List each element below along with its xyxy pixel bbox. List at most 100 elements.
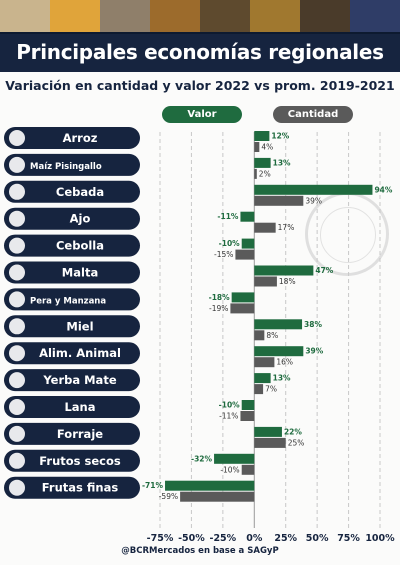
malt-icon (9, 264, 25, 281)
label-cantidad: -10% (220, 465, 239, 474)
source-credit: @BCRMercados en base a SAGyP (121, 546, 279, 556)
category-label: Malta (62, 266, 98, 280)
barley-icon (9, 183, 25, 200)
x-tick-label: 75% (337, 533, 360, 544)
bar-cantidad (230, 303, 255, 314)
label-cantidad: 8% (266, 331, 278, 340)
category-pill (4, 234, 140, 257)
bar-valor (254, 426, 282, 437)
label-cantidad: 25% (288, 438, 305, 447)
x-tick-label: -75% (147, 533, 174, 544)
honey-icon (9, 318, 25, 335)
legend-cantidad: Cantidad (273, 106, 353, 123)
bar-cantidad (254, 168, 257, 179)
category-label: Frutos secos (39, 454, 121, 468)
bar-cantidad (180, 491, 255, 502)
category-label: Forraje (57, 427, 103, 441)
label-valor: -32% (191, 454, 213, 463)
label-cantidad: -15% (214, 250, 233, 259)
header-photo-strip (0, 0, 400, 36)
bar-valor (214, 453, 255, 464)
nuts-icon (9, 452, 25, 469)
category-pill (4, 127, 140, 149)
category-label: Cebada (56, 185, 104, 199)
mate-icon (9, 372, 25, 389)
label-valor: -10% (219, 401, 241, 410)
label-valor: 12% (271, 132, 289, 141)
bar-valor (165, 480, 255, 491)
bar-cantidad (254, 222, 276, 233)
category-label: Lana (64, 400, 95, 414)
bar-valor (240, 211, 255, 222)
label-cantidad: -11% (219, 412, 238, 421)
x-tick-label: -50% (178, 533, 205, 544)
category-label: Pera y Manzana (30, 296, 106, 306)
bar-valor (254, 265, 314, 276)
category-pill (4, 396, 140, 418)
bar-cantidad (235, 249, 255, 260)
category-label: Ajo (70, 212, 91, 226)
category-pill (4, 476, 140, 499)
label-valor: -71% (142, 481, 164, 490)
category-pill (4, 315, 140, 338)
label-cantidad: -19% (209, 304, 228, 313)
label-cantidad: 17% (278, 223, 295, 232)
category-label: Frutas finas (42, 481, 119, 495)
label-cantidad: 7% (265, 385, 277, 394)
bar-valor (231, 292, 255, 303)
category-pill (4, 422, 140, 445)
x-tick-label: 0% (246, 533, 263, 544)
category-label: Miel (66, 319, 93, 333)
bar-cantidad (240, 411, 255, 421)
bar-valor (254, 373, 271, 384)
bar-valor (254, 346, 304, 357)
category-pill (4, 288, 140, 311)
bar-valor (254, 184, 373, 195)
bar-valor (254, 319, 303, 330)
category-label: Cebolla (56, 239, 104, 253)
x-tick-label: 50% (306, 533, 329, 544)
label-valor: 13% (273, 374, 291, 383)
bar-valor (241, 238, 255, 249)
label-valor: -10% (219, 239, 241, 248)
category-label: Yerba Mate (42, 373, 116, 387)
label-cantidad: 39% (305, 196, 322, 205)
category-pill (4, 342, 140, 365)
label-valor: 13% (273, 158, 291, 167)
label-cantidad: -59% (159, 492, 178, 501)
bar-cantidad (241, 464, 255, 475)
label-valor: -18% (209, 293, 231, 302)
x-tick-label: -25% (210, 533, 237, 544)
label-valor: 47% (315, 266, 333, 275)
label-valor: 22% (284, 427, 302, 436)
category-pill (4, 449, 140, 472)
wool-icon (9, 399, 25, 415)
label-valor: 39% (305, 347, 323, 356)
onion-icon (9, 237, 25, 254)
popcorn-icon (9, 156, 25, 173)
bar-cantidad (254, 330, 265, 341)
fruit-icon (9, 291, 25, 308)
rice-icon (9, 130, 25, 146)
cow-icon (9, 345, 25, 362)
bar-cantidad (254, 142, 260, 152)
title-banner: Principales economías regionales (0, 32, 400, 72)
bar-cantidad (254, 384, 264, 395)
category-label: Maíz Pisingallo (30, 162, 102, 172)
label-valor: 38% (304, 320, 322, 329)
category-label: Alim. Animal (39, 346, 121, 360)
label-valor: -11% (217, 212, 239, 221)
garlic-icon (9, 210, 25, 227)
bar-cantidad (254, 437, 286, 448)
bar-cantidad (254, 195, 304, 206)
category-pill (4, 261, 140, 284)
category-pill (4, 207, 140, 230)
label-cantidad: 16% (276, 358, 293, 367)
hay-icon (9, 425, 25, 442)
category-pill (4, 153, 140, 176)
label-valor: 94% (374, 185, 392, 194)
label-cantidad: 4% (261, 143, 273, 152)
bar-cantidad (254, 276, 277, 287)
label-cantidad: 18% (279, 277, 296, 286)
